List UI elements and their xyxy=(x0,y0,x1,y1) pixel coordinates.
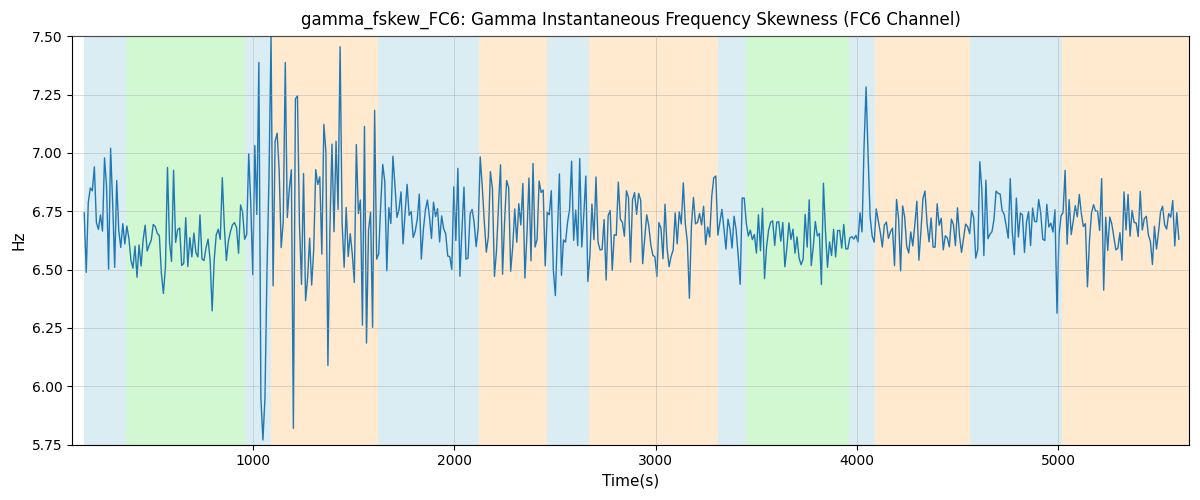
Bar xyxy=(718,36,746,445)
Bar xyxy=(245,36,271,445)
Title: gamma_fskew_FC6: Gamma Instantaneous Frequency Skewness (FC6 Channel): gamma_fskew_FC6: Gamma Instantaneous Fre… xyxy=(300,11,960,30)
Bar xyxy=(271,36,378,445)
Bar xyxy=(746,36,848,445)
Y-axis label: Hz: Hz xyxy=(11,230,26,250)
Bar xyxy=(1062,36,1189,445)
Bar xyxy=(126,36,245,445)
Bar xyxy=(970,36,1062,445)
Bar xyxy=(84,36,126,445)
X-axis label: Time(s): Time(s) xyxy=(602,474,659,489)
Bar xyxy=(547,36,589,445)
Bar xyxy=(848,36,875,445)
Bar xyxy=(479,36,547,445)
Bar xyxy=(875,36,970,445)
Bar xyxy=(378,36,479,445)
Bar xyxy=(589,36,718,445)
